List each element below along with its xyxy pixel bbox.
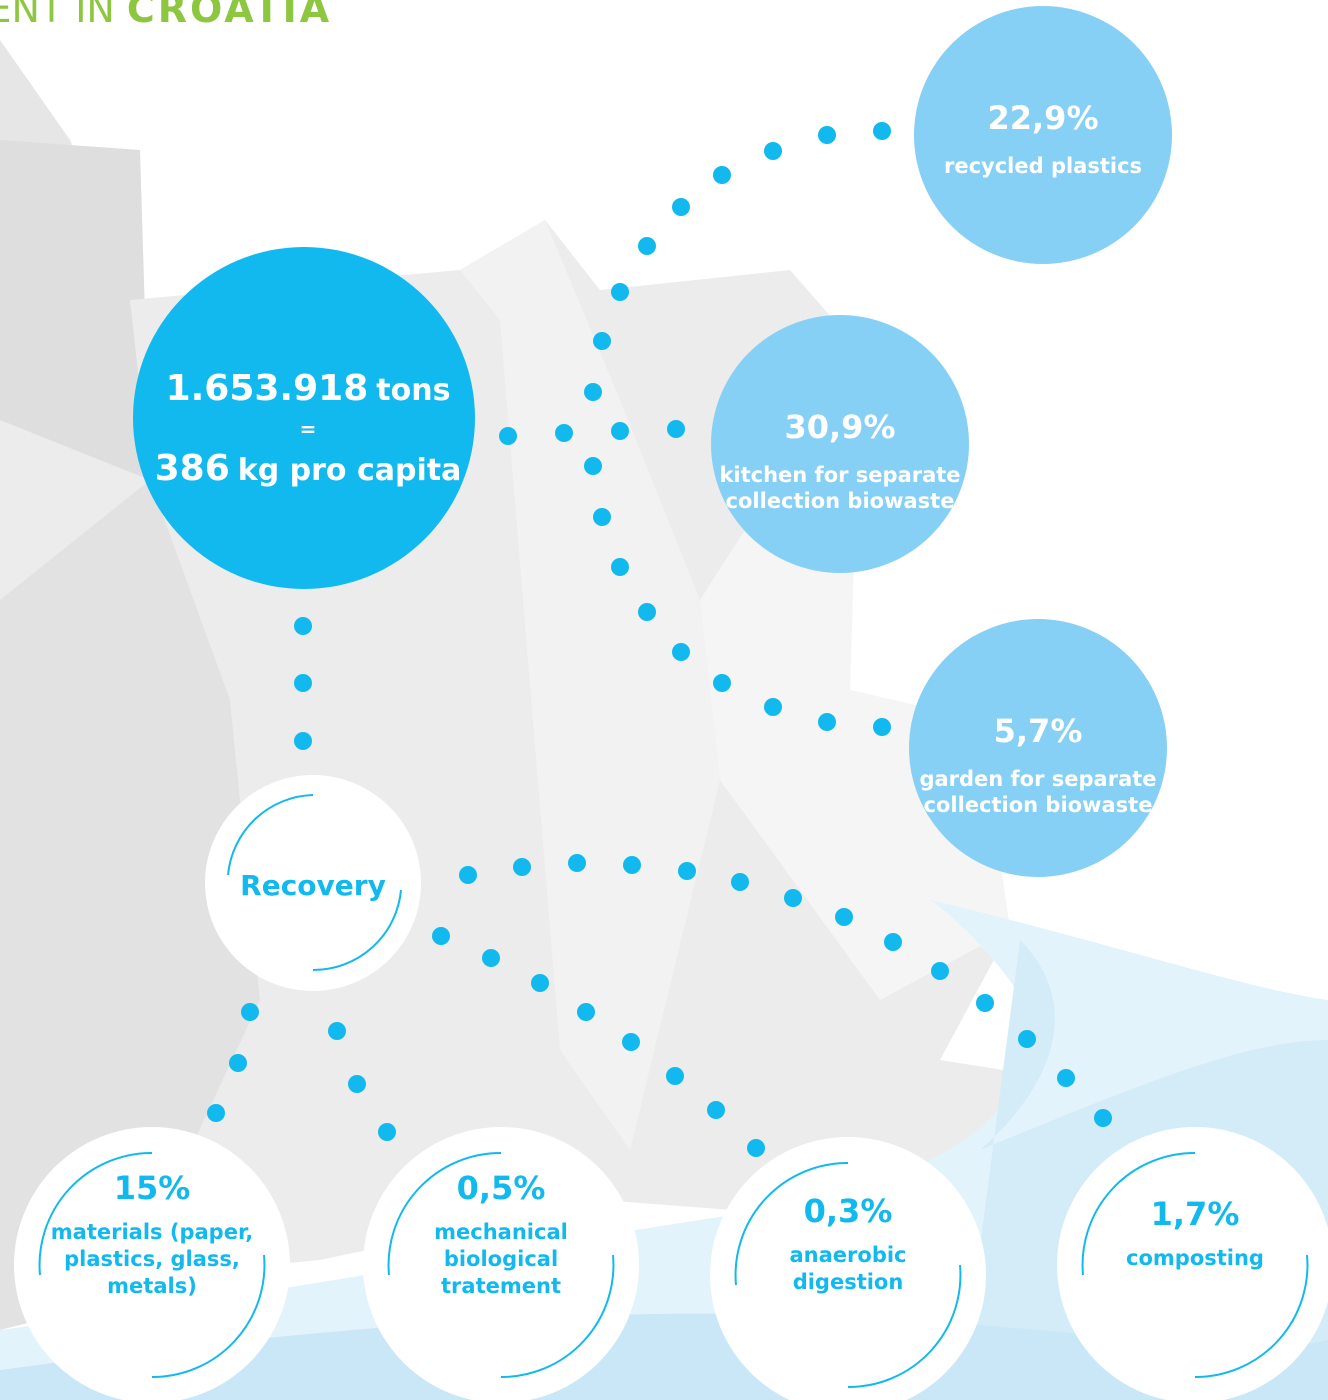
dot [207, 1104, 225, 1122]
recovery-item-label: composting [1126, 1246, 1264, 1270]
recovery-item-value: 0,5% [457, 1169, 546, 1207]
collection-label: kitchen for separate [719, 463, 960, 487]
dot [731, 873, 749, 891]
dot [713, 166, 731, 184]
recovery-item-label: metals) [107, 1274, 197, 1298]
dot [577, 1003, 595, 1021]
recovery-item-label: biological [444, 1247, 558, 1271]
dot [638, 237, 656, 255]
dot [568, 854, 586, 872]
per-capita-unit: kg pro capita [238, 453, 462, 488]
dot [328, 1022, 346, 1040]
collection-value: 5,7% [994, 712, 1083, 750]
dot [459, 866, 477, 884]
dot [707, 1101, 725, 1119]
recovery-item-label: anaerobic [790, 1243, 907, 1267]
recovery-item-label: plastics, glass, [64, 1247, 240, 1271]
dot [294, 617, 312, 635]
dot [294, 732, 312, 750]
recovery-item-label: digestion [793, 1270, 904, 1294]
dot [623, 856, 641, 874]
dot [611, 422, 629, 440]
dot [229, 1054, 247, 1072]
dot [482, 949, 500, 967]
collection-label: recycled plastics [944, 154, 1142, 178]
collection-value: 22,9% [987, 99, 1098, 137]
recovery-item-label: materials (paper, [51, 1220, 253, 1244]
recovery-item-value: 0,3% [804, 1192, 893, 1230]
dot [666, 1067, 684, 1085]
body: WASTE MANAGEMENT IN CROATIA 1.653.918tons… [0, 0, 1328, 1400]
recovery-item-circle [710, 1137, 986, 1400]
dot [513, 858, 531, 876]
dot [593, 332, 611, 350]
dot [764, 142, 782, 160]
dot [931, 962, 949, 980]
dot [672, 643, 690, 661]
dot [638, 603, 656, 621]
dot [432, 927, 450, 945]
per-capita: 386 [155, 448, 230, 489]
dot [873, 718, 891, 736]
dot [294, 674, 312, 692]
dot [241, 1003, 259, 1021]
collection-value: 30,9% [784, 408, 895, 446]
recovery-item-value: 15% [114, 1169, 191, 1207]
recovery-item-label: mechanical [434, 1220, 568, 1244]
title-text: WASTE MANAGEMENT IN [0, 0, 115, 31]
dot [835, 908, 853, 926]
recovery-item-label: tratement [441, 1274, 561, 1298]
collection-label: garden for separate [919, 767, 1156, 791]
title: WASTE MANAGEMENT IN CROATIA [0, 0, 332, 31]
dot [555, 424, 573, 442]
total-unit: tons [376, 373, 450, 408]
dot [764, 698, 782, 716]
dot [611, 558, 629, 576]
dot [713, 674, 731, 692]
dot [531, 974, 549, 992]
dot [378, 1123, 396, 1141]
dot [1018, 1030, 1036, 1048]
dot [976, 994, 994, 1012]
title-emphasis: CROATIA [127, 0, 332, 31]
infographic: WASTE MANAGEMENT IN CROATIA 1.653.918tons… [0, 0, 1328, 1400]
dot [499, 427, 517, 445]
dot [784, 889, 802, 907]
dot [818, 713, 836, 731]
total-amount: 1.653.918 [166, 368, 369, 409]
equals: = [300, 417, 317, 441]
dot [348, 1075, 366, 1093]
dot [1057, 1069, 1075, 1087]
dot [678, 862, 696, 880]
dot [884, 933, 902, 951]
collection-label: collection biowaste [726, 489, 955, 513]
dot [747, 1139, 765, 1157]
dot [611, 283, 629, 301]
dot [1094, 1109, 1112, 1127]
recovery-label: Recovery [240, 869, 386, 902]
dot [593, 508, 611, 526]
dot [584, 457, 602, 475]
dot [667, 420, 685, 438]
collection-label: collection biowaste [924, 793, 1153, 817]
dot [873, 122, 891, 140]
dot [584, 383, 602, 401]
page: Waste management in Croatia {"header":{"… [0, 0, 1328, 1400]
dot [818, 126, 836, 144]
recovery-item-value: 1,7% [1151, 1195, 1240, 1233]
dot [622, 1033, 640, 1051]
dot [672, 198, 690, 216]
